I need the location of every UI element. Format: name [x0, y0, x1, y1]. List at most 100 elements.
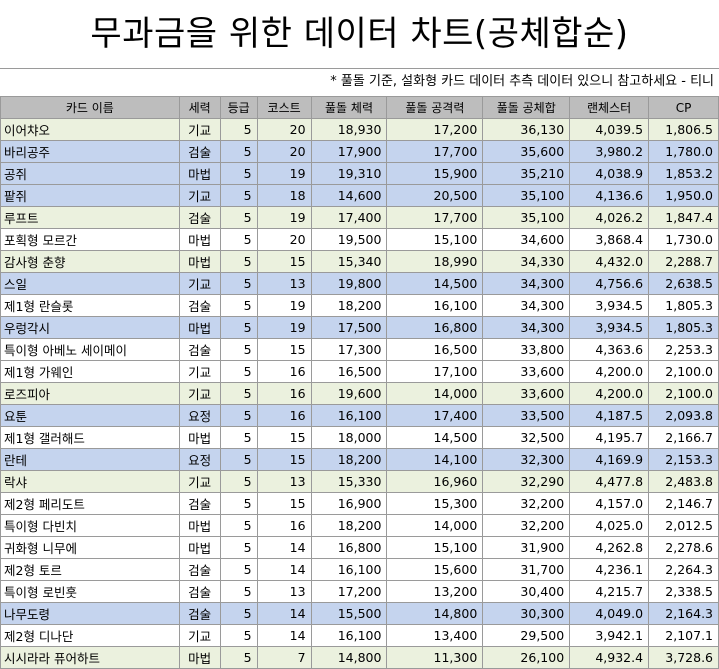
card-name-cell[interactable]: 특이형 로빈훗 [0, 580, 180, 603]
cost-cell[interactable]: 14 [256, 624, 312, 647]
cp-cell[interactable]: 2,253.3 [648, 338, 719, 361]
cp-cell[interactable]: 2,166.7 [648, 426, 719, 449]
faction-cell[interactable]: 기교 [178, 382, 221, 405]
attack-cell[interactable]: 20,500 [386, 184, 484, 207]
card-name-cell[interactable]: 요툰 [0, 404, 180, 427]
card-name-cell[interactable]: 로즈피아 [0, 382, 180, 405]
grade-cell[interactable]: 5 [219, 426, 258, 449]
col-header-sum[interactable]: 풀돌 공체합 [482, 96, 571, 119]
col-header-card-name[interactable]: 카드 이름 [0, 96, 180, 119]
sum-cell[interactable]: 32,290 [482, 470, 571, 493]
lanchester-cell[interactable]: 4,262.8 [569, 536, 650, 559]
hp-cell[interactable]: 16,500 [310, 360, 388, 383]
grade-cell[interactable]: 5 [219, 118, 258, 141]
grade-cell[interactable]: 5 [219, 558, 258, 581]
lanchester-cell[interactable]: 4,039.5 [569, 118, 650, 141]
cp-cell[interactable]: 2,100.0 [648, 360, 719, 383]
faction-cell[interactable]: 검술 [178, 602, 221, 625]
hp-cell[interactable]: 16,100 [310, 558, 388, 581]
grade-cell[interactable]: 5 [219, 250, 258, 273]
cost-cell[interactable]: 16 [256, 360, 312, 383]
hp-cell[interactable]: 15,330 [310, 470, 388, 493]
attack-cell[interactable]: 15,900 [386, 162, 484, 185]
lanchester-cell[interactable]: 4,195.7 [569, 426, 650, 449]
faction-cell[interactable]: 검술 [178, 492, 221, 515]
faction-cell[interactable]: 검술 [178, 558, 221, 581]
cost-cell[interactable]: 14 [256, 602, 312, 625]
grade-cell[interactable]: 5 [219, 602, 258, 625]
grade-cell[interactable]: 5 [219, 162, 258, 185]
grade-cell[interactable]: 5 [219, 360, 258, 383]
cost-cell[interactable]: 16 [256, 382, 312, 405]
sum-cell[interactable]: 35,100 [482, 184, 571, 207]
faction-cell[interactable]: 마법 [178, 514, 221, 537]
sum-cell[interactable]: 34,600 [482, 228, 571, 251]
hp-cell[interactable]: 14,600 [310, 184, 388, 207]
sum-cell[interactable]: 34,330 [482, 250, 571, 273]
col-header-faction[interactable]: 세력 [178, 96, 221, 119]
faction-cell[interactable]: 요정 [178, 448, 221, 471]
card-name-cell[interactable]: 시시라라 퓨어하트 [0, 646, 180, 669]
cost-cell[interactable]: 7 [256, 646, 312, 669]
lanchester-cell[interactable]: 4,363.6 [569, 338, 650, 361]
card-name-cell[interactable]: 제1형 란슬롯 [0, 294, 180, 317]
lanchester-cell[interactable]: 3,934.5 [569, 316, 650, 339]
hp-cell[interactable]: 15,500 [310, 602, 388, 625]
cp-cell[interactable]: 2,093.8 [648, 404, 719, 427]
cp-cell[interactable]: 2,107.1 [648, 624, 719, 647]
attack-cell[interactable]: 11,300 [386, 646, 484, 669]
attack-cell[interactable]: 14,000 [386, 382, 484, 405]
lanchester-cell[interactable]: 4,157.0 [569, 492, 650, 515]
col-header-cp[interactable]: CP [648, 96, 719, 119]
cost-cell[interactable]: 16 [256, 404, 312, 427]
attack-cell[interactable]: 17,400 [386, 404, 484, 427]
grade-cell[interactable]: 5 [219, 404, 258, 427]
cost-cell[interactable]: 15 [256, 338, 312, 361]
faction-cell[interactable]: 기교 [178, 624, 221, 647]
cp-cell[interactable]: 2,288.7 [648, 250, 719, 273]
lanchester-cell[interactable]: 4,026.2 [569, 206, 650, 229]
lanchester-cell[interactable]: 3,868.4 [569, 228, 650, 251]
cp-cell[interactable]: 1,805.3 [648, 316, 719, 339]
sum-cell[interactable]: 36,130 [482, 118, 571, 141]
sum-cell[interactable]: 35,100 [482, 206, 571, 229]
cost-cell[interactable]: 15 [256, 492, 312, 515]
cost-cell[interactable]: 19 [256, 162, 312, 185]
cost-cell[interactable]: 18 [256, 184, 312, 207]
card-name-cell[interactable]: 나무도령 [0, 602, 180, 625]
card-name-cell[interactable]: 감사형 춘향 [0, 250, 180, 273]
grade-cell[interactable]: 5 [219, 470, 258, 493]
hp-cell[interactable]: 18,930 [310, 118, 388, 141]
cp-cell[interactable]: 1,780.0 [648, 140, 719, 163]
faction-cell[interactable]: 기교 [178, 184, 221, 207]
sum-cell[interactable]: 32,300 [482, 448, 571, 471]
cp-cell[interactable]: 1,806.5 [648, 118, 719, 141]
attack-cell[interactable]: 16,800 [386, 316, 484, 339]
col-header-hp[interactable]: 풀돌 체력 [310, 96, 388, 119]
hp-cell[interactable]: 17,500 [310, 316, 388, 339]
sum-cell[interactable]: 33,800 [482, 338, 571, 361]
cp-cell[interactable]: 3,728.6 [648, 646, 719, 669]
cp-cell[interactable]: 2,264.3 [648, 558, 719, 581]
card-name-cell[interactable]: 공쥐 [0, 162, 180, 185]
card-name-cell[interactable]: 락샤 [0, 470, 180, 493]
attack-cell[interactable]: 14,800 [386, 602, 484, 625]
lanchester-cell[interactable]: 4,432.0 [569, 250, 650, 273]
attack-cell[interactable]: 16,500 [386, 338, 484, 361]
card-name-cell[interactable]: 특이형 다빈치 [0, 514, 180, 537]
sum-cell[interactable]: 31,700 [482, 558, 571, 581]
faction-cell[interactable]: 마법 [178, 162, 221, 185]
grade-cell[interactable]: 5 [219, 514, 258, 537]
cp-cell[interactable]: 2,164.3 [648, 602, 719, 625]
card-name-cell[interactable]: 바리공주 [0, 140, 180, 163]
cp-cell[interactable]: 2,278.6 [648, 536, 719, 559]
attack-cell[interactable]: 15,600 [386, 558, 484, 581]
cost-cell[interactable]: 15 [256, 250, 312, 273]
faction-cell[interactable]: 마법 [178, 646, 221, 669]
cost-cell[interactable]: 13 [256, 580, 312, 603]
hp-cell[interactable]: 19,500 [310, 228, 388, 251]
sum-cell[interactable]: 32,200 [482, 492, 571, 515]
sum-cell[interactable]: 32,500 [482, 426, 571, 449]
lanchester-cell[interactable]: 3,980.2 [569, 140, 650, 163]
card-name-cell[interactable]: 포획형 모르간 [0, 228, 180, 251]
